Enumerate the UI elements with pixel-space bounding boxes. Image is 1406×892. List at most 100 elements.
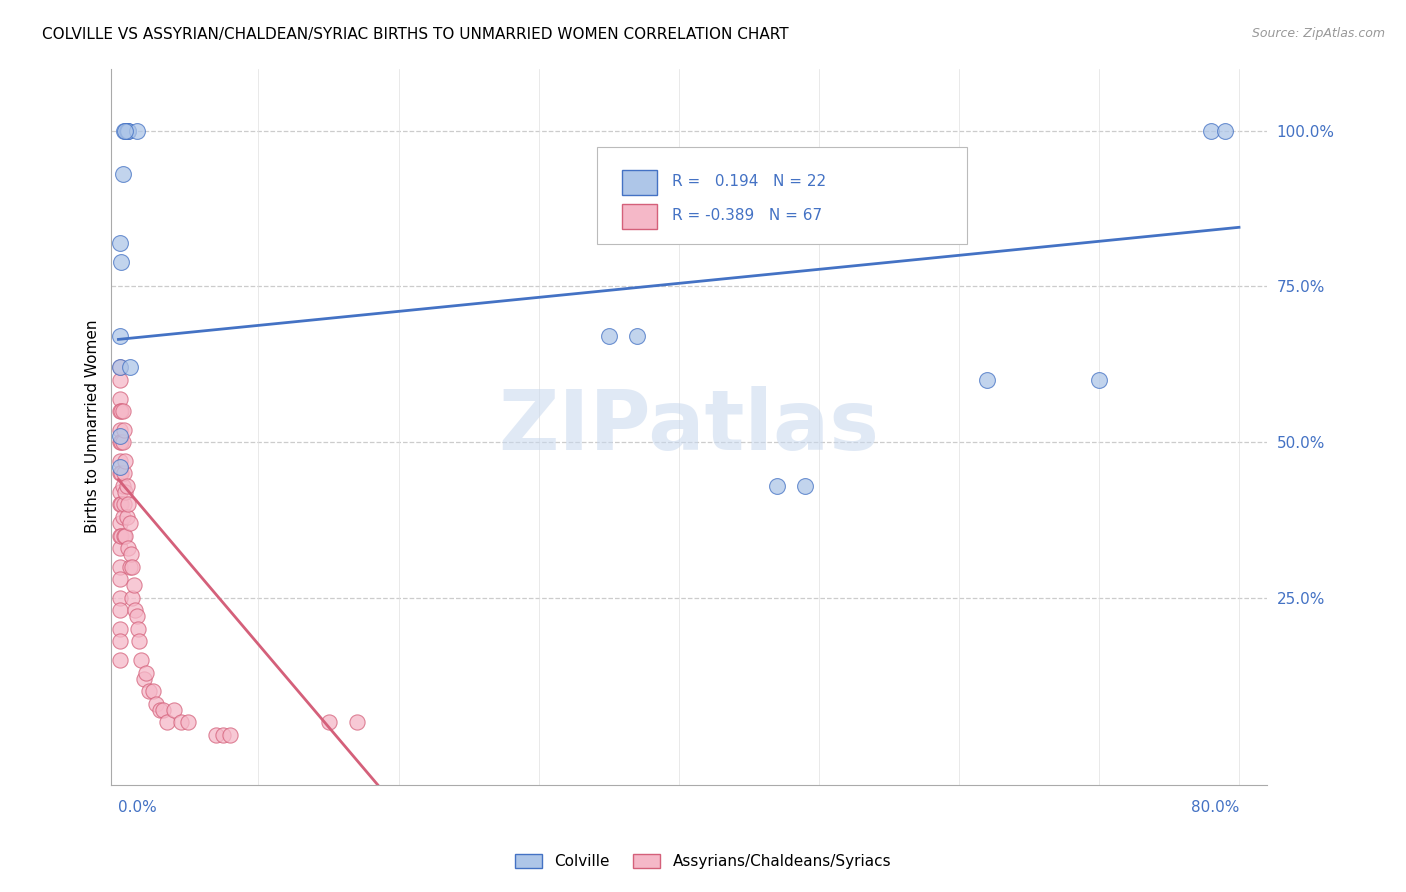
FancyBboxPatch shape (623, 204, 657, 229)
Point (205, 728, 228, 742)
Text: COLVILLE VS ASSYRIAN/CHALDEAN/SYRIAC BIRTHS TO UNMARRIED WOMEN CORRELATION CHART: COLVILLE VS ASSYRIAN/CHALDEAN/SYRIAC BIR… (42, 27, 789, 42)
Point (129, 653, 152, 667)
Y-axis label: Births to Unmarried Women: Births to Unmarried Women (86, 320, 100, 533)
Point (108, 591, 131, 605)
Point (108, 360, 131, 375)
Point (127, 622, 149, 636)
Point (108, 235, 131, 250)
Point (108, 497, 131, 511)
Point (132, 672, 155, 686)
Point (149, 703, 172, 717)
Point (108, 559, 131, 574)
Point (108, 404, 131, 418)
Point (110, 404, 132, 418)
Point (765, 479, 787, 493)
Point (112, 497, 135, 511)
Point (117, 497, 139, 511)
Point (108, 622, 131, 636)
Point (110, 467, 132, 481)
Legend: Colville, Assyrians/Chaldeans/Syriacs: Colville, Assyrians/Chaldeans/Syriacs (509, 847, 897, 875)
Point (118, 516, 141, 530)
Point (156, 715, 179, 730)
Point (117, 124, 139, 138)
Point (112, 528, 135, 542)
Point (114, 528, 136, 542)
Point (108, 603, 131, 617)
Point (125, 609, 148, 624)
Point (108, 360, 131, 375)
Point (212, 728, 235, 742)
Point (145, 697, 167, 711)
Point (163, 703, 186, 717)
Point (110, 435, 132, 450)
Point (108, 373, 131, 387)
Point (598, 329, 620, 343)
Point (138, 684, 160, 698)
Text: R =   0.194   N = 22: R = 0.194 N = 22 (672, 174, 825, 188)
Point (108, 429, 131, 443)
Point (121, 559, 143, 574)
Text: ZIPatlas: ZIPatlas (499, 386, 880, 467)
Point (108, 435, 131, 450)
Text: R = -0.389   N = 67: R = -0.389 N = 67 (672, 208, 823, 223)
Text: Source: ZipAtlas.com: Source: ZipAtlas.com (1251, 27, 1385, 40)
Point (108, 467, 131, 481)
Point (108, 423, 131, 437)
Point (114, 454, 136, 468)
Point (108, 653, 131, 667)
Point (112, 423, 135, 437)
Point (108, 485, 131, 500)
Point (111, 167, 134, 181)
FancyBboxPatch shape (596, 147, 966, 244)
Point (115, 509, 138, 524)
Point (108, 454, 131, 468)
Point (114, 485, 136, 500)
FancyBboxPatch shape (623, 169, 657, 195)
Point (124, 603, 146, 617)
Point (177, 715, 200, 730)
Point (128, 634, 150, 648)
Point (114, 124, 136, 138)
Point (626, 329, 648, 343)
Point (122, 578, 145, 592)
Point (108, 329, 131, 343)
Point (219, 728, 242, 742)
Point (111, 509, 134, 524)
Point (118, 559, 141, 574)
Point (1213, 124, 1236, 138)
Point (118, 360, 141, 375)
Point (110, 528, 132, 542)
Point (115, 479, 138, 493)
Point (318, 715, 340, 730)
Text: 0.0%: 0.0% (118, 800, 157, 815)
Point (108, 634, 131, 648)
Point (108, 541, 131, 555)
Point (125, 124, 148, 138)
Point (1088, 373, 1111, 387)
Point (108, 516, 131, 530)
Point (112, 467, 135, 481)
Text: 80.0%: 80.0% (1191, 800, 1239, 815)
Point (976, 373, 998, 387)
Point (115, 124, 138, 138)
Point (793, 479, 815, 493)
Point (117, 541, 139, 555)
Point (108, 392, 131, 406)
Point (108, 460, 131, 475)
Point (111, 479, 134, 493)
Point (111, 435, 134, 450)
Point (135, 665, 157, 680)
Point (170, 715, 193, 730)
Point (152, 703, 174, 717)
Point (142, 684, 165, 698)
Point (1199, 124, 1222, 138)
Point (117, 124, 139, 138)
Point (121, 591, 143, 605)
Point (108, 528, 131, 542)
Point (110, 254, 132, 268)
Point (112, 124, 135, 138)
Point (346, 715, 368, 730)
Point (111, 404, 134, 418)
Point (120, 547, 142, 561)
Point (110, 497, 132, 511)
